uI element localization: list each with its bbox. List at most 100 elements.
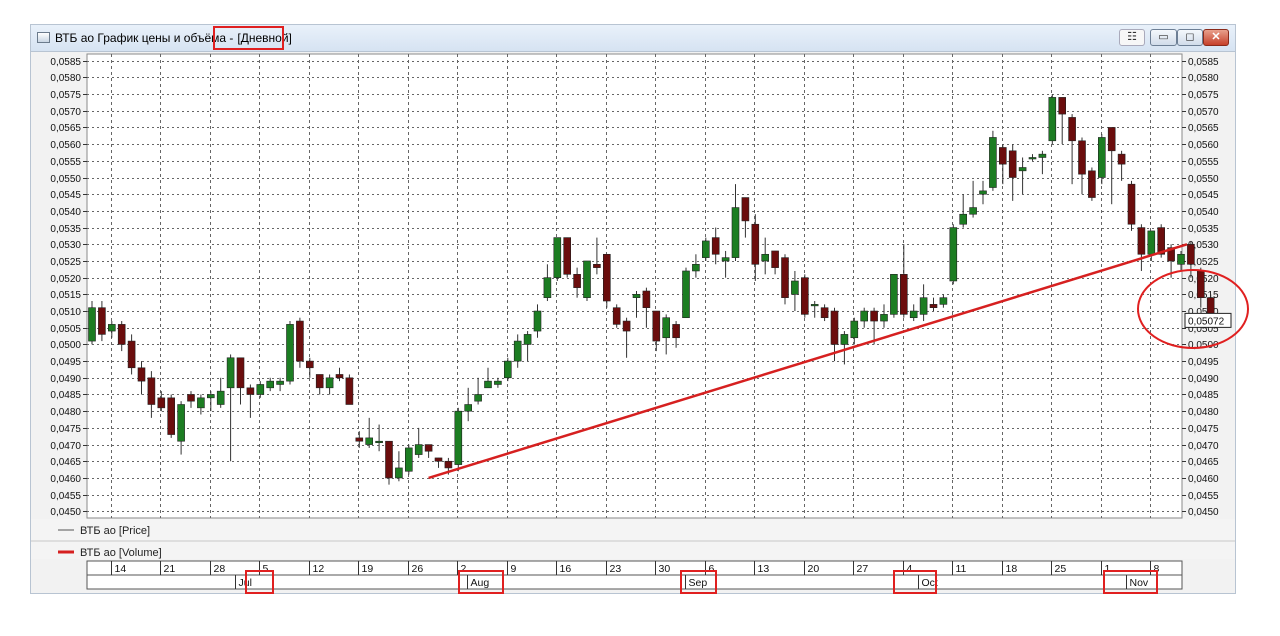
candle-body [1068,117,1076,142]
week-label: 6 [709,563,715,575]
pin-icon[interactable]: ☷ [1119,29,1145,46]
y-tick-label-right: 0,0490 [1188,374,1219,385]
close-button[interactable]: ✕ [1203,29,1229,46]
candle [771,250,779,275]
candle-body [979,190,987,195]
candle [870,307,878,345]
candle [88,301,96,345]
candle [682,267,690,319]
candle-body [899,274,908,315]
candle [692,254,700,278]
candle [434,457,443,468]
candle-body [355,437,364,442]
candle-body [632,294,641,298]
y-tick-label-right: 0,0555 [1188,157,1219,168]
y-tick-label-right: 0,0530 [1188,240,1219,251]
candle [414,427,423,458]
candle [731,184,740,261]
week-label: 18 [1006,563,1018,575]
y-tick-label-left: 0,0565 [50,123,81,134]
candle-body [345,377,354,405]
candle-body [246,387,255,395]
y-tick-label-right: 0,0565 [1188,123,1219,134]
candle-body [365,437,374,445]
candle [1028,154,1037,161]
y-tick-label-left: 0,0480 [50,407,81,418]
candle [474,377,482,405]
candle [315,374,324,395]
candle-body [276,380,284,385]
y-tick-label-right: 0,0570 [1188,107,1219,118]
candle [395,451,403,482]
candle [652,310,661,352]
y-tick-label-right: 0,0575 [1188,90,1219,101]
week-label: 2 [461,563,467,575]
candle [593,237,601,275]
y-tick-label-left: 0,0465 [50,457,81,468]
candle [1048,94,1057,145]
candle [820,304,829,322]
candle-body [800,277,809,315]
title-bar[interactable]: ВТБ ао График цены и объёма - [Дневной] ☷… [31,25,1235,52]
y-tick-label-right: 0,0560 [1188,140,1219,151]
week-label: 16 [560,563,572,575]
candle [939,294,948,308]
candle [721,250,730,278]
candle [662,314,671,355]
candle-body [1008,150,1017,178]
candle-body [137,367,146,382]
candle [484,367,492,389]
candle [800,274,809,318]
candle-body [256,384,265,395]
candle [236,357,245,405]
candle-body [662,317,671,339]
candle-body [1038,153,1047,158]
y-tick-label-right: 0,0485 [1188,390,1219,401]
candle [632,291,641,318]
y-tick-label-right: 0,0475 [1188,424,1219,435]
candle [909,304,918,322]
y-tick-label-right: 0,0540 [1188,207,1219,218]
minimize-button[interactable]: ▭ [1150,29,1177,46]
candle [612,304,621,328]
candle-body [296,320,304,362]
candle [929,297,938,312]
candle-body [157,397,166,409]
candle-body [1098,137,1106,178]
week-label: 28 [214,563,226,575]
week-label: 27 [857,563,869,575]
candle [1038,150,1047,175]
window-title-text: ВТБ ао График цены и объёма - [55,31,234,45]
candle [424,444,433,458]
candle-body [1107,127,1116,152]
maximize-button[interactable]: ◻ [1177,29,1203,46]
candle-body [602,253,611,302]
y-tick-label-right: 0,0465 [1188,457,1219,468]
candle-body [434,457,443,462]
candle [998,144,1007,185]
candle-body [919,297,928,315]
y-tick-label-left: 0,0450 [50,507,81,518]
candle-body [533,310,542,332]
y-tick-label-left: 0,0490 [50,374,81,385]
candle [1107,127,1116,205]
candle [513,334,522,368]
y-tick-label-left: 0,0500 [50,340,81,351]
candle-body [870,310,878,322]
candle-body [583,260,591,298]
candle [98,301,106,342]
candle-body [424,444,433,452]
candle-body [880,314,888,322]
candle [216,377,225,408]
candle-body [890,274,898,315]
week-label: 11 [956,563,967,575]
candle-body [1177,253,1185,265]
candle [810,301,819,318]
candle [296,317,304,368]
candle-body [266,380,275,389]
candle [890,274,898,318]
candle-body [1187,243,1195,265]
week-label: 19 [362,563,374,575]
y-tick-label-right: 0,0460 [1188,474,1219,485]
candle-body [1117,153,1126,165]
